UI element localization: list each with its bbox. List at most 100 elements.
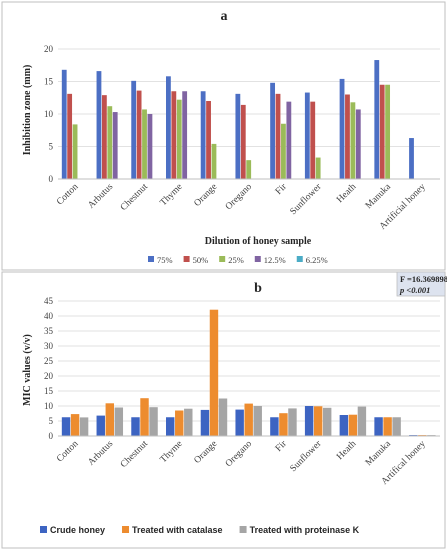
- b-bar-treated-with-catalase-oregano: [244, 403, 253, 436]
- a-legend-label-50: 50%: [193, 255, 209, 265]
- b-bar-treated-with-proteinase-k-heath: [357, 406, 367, 436]
- panel-b-bars: [61, 309, 436, 436]
- b-bar-treated-with-proteinase-k-sunflower: [322, 407, 332, 436]
- panel-b-label: b: [254, 281, 262, 296]
- b-bar-crude-honey-oregano: [235, 409, 244, 436]
- a-bar-25-fir: [281, 123, 286, 179]
- panel-a-bars: [61, 60, 414, 179]
- stat-box: F =16.369898 p <0.001: [396, 271, 447, 297]
- panel-a-x-axis-label: Dilution of honey sample: [205, 236, 312, 247]
- b-y-tick-label: 20: [44, 371, 54, 381]
- b-legend-label-crude-honey: Crude honey: [50, 525, 105, 535]
- b-bar-crude-honey-thyme: [166, 417, 175, 436]
- panel-b-legend: Crude honey Treated with catalase Treated …: [40, 525, 360, 535]
- a-bar-25-thyme: [176, 99, 182, 179]
- a-legend-label-12-5: 12.5%: [264, 255, 286, 265]
- a-bar-75-artificial-honey: [409, 138, 414, 179]
- b-bar-treated-with-catalase-heath: [348, 414, 358, 436]
- panel-b: b F =16.369898 p <0.001 MIC values (v/v)…: [1, 271, 447, 549]
- b-y-tick-label: 15: [44, 386, 54, 396]
- b-bar-crude-honey-fir: [270, 417, 279, 436]
- a-legend-swatch-50: [183, 256, 190, 262]
- a-bar-75-cotton: [61, 69, 67, 179]
- a-bar-12-5-thyme: [182, 91, 188, 179]
- b-bar-crude-honey-sunflower: [304, 406, 314, 436]
- a-bar-12-5-fir: [286, 101, 292, 179]
- a-bar-75-orange: [200, 91, 206, 179]
- b-bar-treated-with-proteinase-k-fir: [288, 408, 297, 436]
- b-bar-treated-with-catalase-orange: [209, 309, 219, 436]
- b-bar-crude-honey-manuka: [374, 417, 383, 436]
- a-bar-75-thyme: [166, 76, 171, 179]
- b-bar-treated-with-proteinase-k-oregano: [253, 406, 262, 436]
- b-y-tick-label: 45: [44, 296, 54, 306]
- a-y-tick-label: 0: [49, 174, 54, 184]
- a-bar-75-sunflower: [304, 92, 310, 179]
- a-legend-label-6-25: 6.25%: [306, 255, 328, 265]
- a-bar-25-arbutus: [107, 106, 113, 179]
- a-legend-swatch-25: [219, 256, 226, 262]
- a-legend-label-25: 25%: [228, 255, 244, 265]
- a-bar-75-chestnut: [131, 80, 137, 179]
- b-bar-treated-with-catalase-chestnut: [140, 398, 149, 436]
- b-bar-crude-honey-orange: [200, 409, 210, 436]
- b-bar-crude-honey-chestnut: [131, 417, 140, 436]
- b-y-tick-label: 5: [49, 416, 54, 426]
- b-bar-crude-honey-arbutus: [96, 415, 105, 436]
- a-y-tick-label: 10: [44, 109, 54, 119]
- a-bar-75-oregano: [235, 93, 241, 179]
- a-bar-12-5-arbutus: [112, 112, 118, 179]
- a-bar-12-5-chestnut: [147, 114, 153, 179]
- a-bar-12-5-heath: [355, 109, 361, 179]
- b-y-tick-label: 40: [44, 311, 54, 321]
- a-bar-25-cotton: [72, 124, 78, 179]
- a-bar-50-sunflower: [310, 101, 316, 179]
- a-bar-75-heath: [339, 78, 345, 179]
- stat-p-value: p <0.001: [399, 285, 430, 295]
- b-bar-treated-with-proteinase-k-manuka: [392, 417, 401, 436]
- b-y-tick-label: 10: [44, 401, 54, 411]
- b-bar-treated-with-catalase-thyme: [175, 410, 184, 436]
- a-bar-75-arbutus: [96, 71, 102, 179]
- a-bar-50-chestnut: [136, 90, 142, 179]
- b-bar-crude-honey-cotton: [61, 417, 71, 436]
- a-bar-25-manuka: [385, 84, 391, 179]
- panel-a-y-ticks: 0 5 10 15 20: [44, 44, 54, 184]
- b-legend-swatch-treated-with-proteinase-k: [239, 526, 247, 533]
- panel-a-legend: 75% 50% 25% 12.5% 6.25%: [148, 255, 328, 265]
- a-legend-swatch-12-5: [254, 256, 261, 262]
- a-legend-swatch-75: [148, 256, 154, 262]
- panel-b-y-ticks: 0 5 10 15 20 25 30 35 40 45: [44, 296, 54, 441]
- a-bar-75-manuka: [374, 60, 380, 179]
- b-legend-swatch-crude-honey: [40, 526, 47, 533]
- a-bar-25-oregano: [246, 160, 252, 179]
- a-bar-25-orange: [211, 143, 217, 179]
- b-bar-treated-with-proteinase-k-arbutus: [114, 407, 124, 436]
- a-bar-50-cotton: [67, 93, 73, 179]
- b-legend-label-treated-with-proteinase-k: Treated with proteinase K: [250, 525, 360, 535]
- a-bar-50-arbutus: [101, 95, 107, 179]
- stat-f-value: F =16.369898: [400, 274, 447, 284]
- b-y-tick-label: 30: [44, 341, 54, 351]
- b-legend-swatch-treated-with-catalase: [122, 526, 130, 533]
- panel-a-label: a: [221, 9, 228, 24]
- a-bar-25-sunflower: [315, 157, 321, 179]
- a-bar-75-fir: [270, 82, 276, 179]
- a-bar-50-manuka: [379, 84, 385, 179]
- b-bar-treated-with-catalase-manuka: [383, 417, 392, 436]
- a-bar-50-fir: [275, 93, 281, 179]
- b-bar-treated-with-proteinase-k-orange: [218, 398, 228, 436]
- b-bar-treated-with-catalase-cotton: [70, 414, 80, 436]
- b-y-tick-label: 25: [44, 356, 54, 366]
- a-bar-50-heath: [345, 94, 350, 179]
- a-bar-50-orange: [206, 101, 211, 179]
- a-legend-label-75: 75%: [157, 255, 173, 265]
- a-bar-50-thyme: [171, 91, 177, 179]
- a-bar-25-heath: [350, 102, 356, 179]
- b-y-tick-label: 35: [44, 326, 54, 336]
- panel-a-y-axis-label: Inhibition zone (mm): [22, 65, 33, 156]
- panel-b-y-axis-label: MIC values (v/v): [22, 334, 33, 406]
- b-bar-treated-with-catalase-fir: [279, 413, 288, 436]
- b-bar-crude-honey-heath: [339, 415, 349, 436]
